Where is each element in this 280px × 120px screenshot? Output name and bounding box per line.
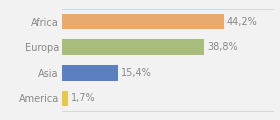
Bar (62, 91, 68, 106)
Bar (62, 39, 204, 55)
Text: 44,2%: 44,2% (227, 17, 257, 27)
Text: 38,8%: 38,8% (207, 42, 237, 52)
Bar (62, 14, 224, 29)
Text: 15,4%: 15,4% (121, 68, 152, 78)
Bar (62, 65, 118, 81)
Text: 1,7%: 1,7% (71, 93, 95, 103)
